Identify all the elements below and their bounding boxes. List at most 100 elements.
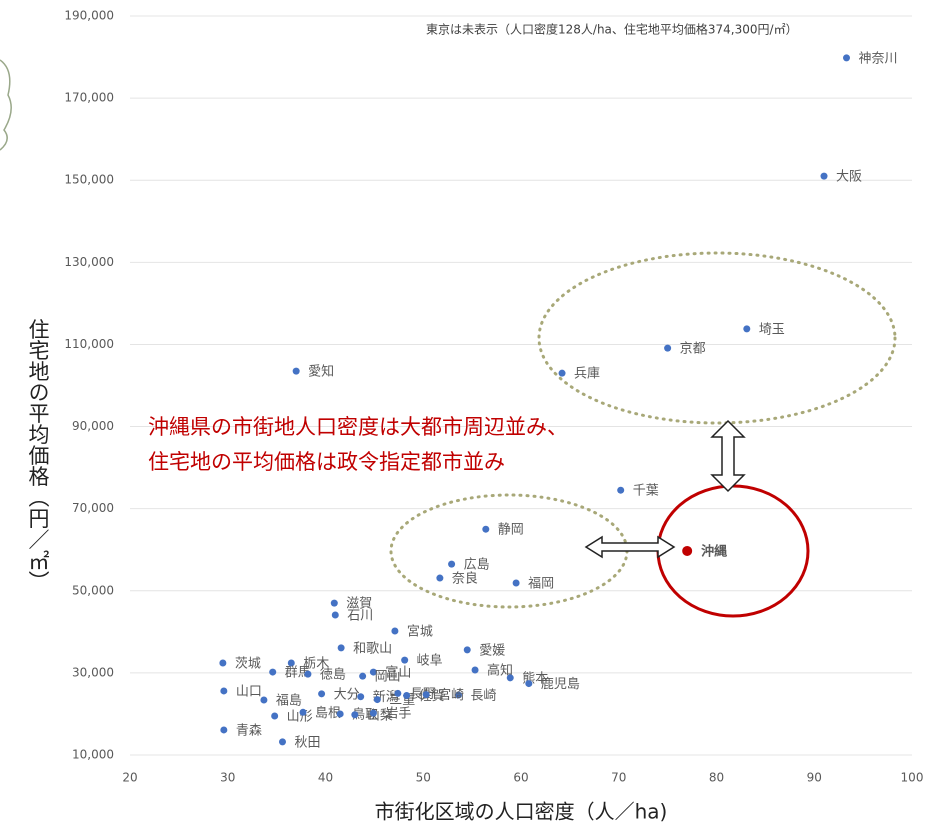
point-label: 静岡 xyxy=(498,523,524,538)
point-label: 和歌山 xyxy=(353,641,392,656)
plot-area: 10,000 30,000 50,000 70,000 90,000 110,000 130… xyxy=(64,9,923,785)
note: 東京は未表示（人口密度128人/ha、住宅地平均価格374,300円/㎡） xyxy=(426,22,798,37)
point-label: 埼玉 xyxy=(759,322,785,337)
x-tick-label: 90 xyxy=(807,771,822,785)
data-point xyxy=(682,545,693,556)
x-tick-label: 50 xyxy=(416,771,431,785)
data-point xyxy=(401,656,409,664)
point-label: 京都 xyxy=(680,342,706,357)
point-label: 愛媛 xyxy=(479,643,505,658)
point-label: 岐阜 xyxy=(417,653,443,669)
data-point xyxy=(330,599,338,607)
data-point xyxy=(336,710,344,718)
data-point xyxy=(351,711,359,719)
point-label: 鹿児島 xyxy=(541,676,580,692)
data-point xyxy=(617,486,625,494)
data-point xyxy=(506,674,514,682)
left-image-fragment xyxy=(0,59,12,151)
point-label: 徳島 xyxy=(320,668,346,683)
data-point xyxy=(463,646,471,654)
x-axis-label: 市街化区域の人口密度（人／ha) xyxy=(375,800,668,824)
highlight-ellipse xyxy=(537,251,897,425)
point-label: 石川 xyxy=(347,609,373,624)
y-tick-label: 130,000 xyxy=(64,255,114,269)
data-point xyxy=(843,54,851,62)
point-label: 福岡 xyxy=(528,576,554,591)
y-tick-label: 190,000 xyxy=(64,9,114,23)
point-label: 岩手 xyxy=(385,707,411,722)
data-point xyxy=(220,687,228,695)
y-tick-label: 170,000 xyxy=(64,91,114,105)
point-label: 岡山 xyxy=(375,670,401,685)
point-label: 大阪 xyxy=(836,170,862,185)
data-point xyxy=(471,666,479,674)
data-point xyxy=(318,690,326,698)
data-point xyxy=(219,659,227,667)
point-label: 栃木 xyxy=(303,657,329,672)
y-tick-label: 90,000 xyxy=(72,419,114,433)
annotation: 住宅地の平均価格は政令指定都市並み xyxy=(148,450,505,474)
data-point xyxy=(482,525,490,533)
x-tick-label: 20 xyxy=(122,771,137,785)
data-point xyxy=(220,726,228,734)
data-point xyxy=(369,709,377,717)
data-point xyxy=(512,579,520,587)
data-point xyxy=(525,680,533,688)
point-label: 広島 xyxy=(464,558,490,573)
data-point xyxy=(391,627,399,635)
point-label: 宮崎 xyxy=(438,687,464,703)
point-label: 秋田 xyxy=(294,735,320,750)
data-point xyxy=(454,691,462,699)
point-label: 愛知 xyxy=(308,364,334,380)
point-label: 宮城 xyxy=(407,624,433,640)
data-point xyxy=(394,689,402,697)
data-point xyxy=(422,691,430,699)
double-arrow xyxy=(584,535,676,559)
y-tick-label: 30,000 xyxy=(72,665,114,679)
point-label: 富山 xyxy=(385,665,411,681)
y-tick-label: 50,000 xyxy=(72,583,114,597)
data-point xyxy=(558,369,566,377)
y-tick-label: 150,000 xyxy=(64,173,114,187)
data-point xyxy=(287,659,295,667)
point-label: 大分 xyxy=(334,687,360,702)
point-label: 島根 xyxy=(315,706,341,721)
y-tick-label: 70,000 xyxy=(72,501,114,515)
point-label: 福島 xyxy=(276,693,302,708)
annotation: 沖縄県の市街地人口密度は大都市周辺並み、 xyxy=(148,415,568,439)
point-label: 奈良 xyxy=(452,571,478,587)
y-tick-label: 10,000 xyxy=(72,748,114,762)
data-point xyxy=(359,672,367,680)
data-point xyxy=(820,172,828,180)
data-point xyxy=(369,668,377,676)
data-point xyxy=(448,560,456,568)
x-tick-label: 80 xyxy=(709,771,724,785)
data-point xyxy=(403,691,411,699)
point-label: 群馬 xyxy=(285,666,311,681)
x-tick-label: 40 xyxy=(318,771,333,785)
point-label: 山口 xyxy=(236,684,262,699)
data-point xyxy=(743,325,751,333)
data-point xyxy=(278,738,286,746)
point-label: 滋賀 xyxy=(346,597,372,612)
data-point xyxy=(271,712,279,720)
data-point xyxy=(304,670,312,678)
point-label: 高知 xyxy=(487,663,513,679)
point-label: 茨城 xyxy=(235,657,261,672)
okinawa-ellipse xyxy=(656,484,810,618)
x-tick-label: 30 xyxy=(220,771,235,785)
data-point xyxy=(299,708,307,716)
point-label: 沖縄 xyxy=(701,543,727,559)
point-label: 青森 xyxy=(236,723,262,738)
x-tick-label: 70 xyxy=(611,771,626,785)
data-point xyxy=(436,574,444,582)
data-point xyxy=(337,644,345,652)
data-point xyxy=(269,668,277,676)
y-tick-label: 110,000 xyxy=(64,337,114,351)
y-axis-label: 住宅地の平均価格（円／㎡） xyxy=(26,319,50,592)
point-label: 長崎 xyxy=(470,689,496,704)
data-point xyxy=(373,696,381,704)
double-arrow xyxy=(710,419,746,493)
x-tick-label: 100 xyxy=(901,771,924,785)
